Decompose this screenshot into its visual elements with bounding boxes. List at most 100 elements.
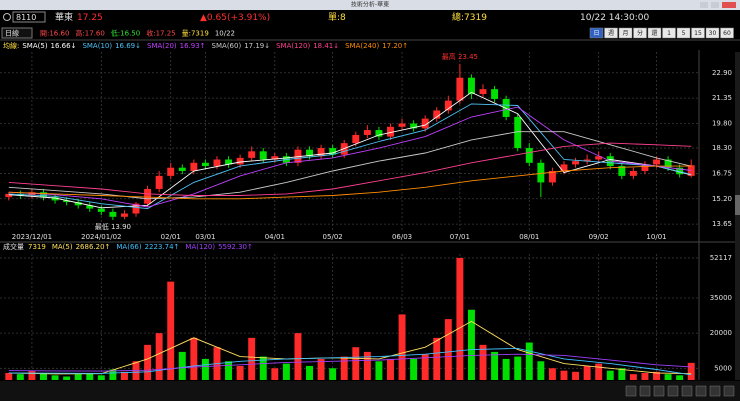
candle-body: [317, 148, 325, 157]
legend-name: SMA(240): [345, 42, 379, 50]
unit-volume: 單:8: [328, 12, 346, 23]
ma-line: [8, 106, 692, 208]
legend-name: SMA(60): [212, 42, 242, 50]
volume-bar: [120, 371, 128, 380]
candle-body: [595, 156, 603, 160]
tool-button[interactable]: [667, 385, 679, 397]
x-tick-label: 06/03: [392, 233, 412, 241]
legend-value: 2686.20↑: [76, 243, 111, 251]
period-button[interactable]: [647, 27, 662, 39]
tool-button[interactable]: [639, 385, 651, 397]
y-tick-label: 5000: [714, 364, 732, 372]
x-tick-label: 09/02: [589, 233, 609, 241]
volume-bar: [294, 333, 302, 380]
minimize-button[interactable]: [700, 2, 708, 8]
tool-button[interactable]: [681, 385, 693, 397]
y-tick-label: 13.65: [712, 220, 732, 228]
volume-bar: [467, 309, 475, 380]
low-annotation: 最低 13.90: [95, 222, 131, 231]
period-button[interactable]: [633, 27, 647, 39]
close-button[interactable]: [722, 2, 736, 8]
volume-bar: [225, 361, 233, 380]
candle-body: [190, 162, 198, 171]
period-select[interactable]: [1, 27, 33, 39]
volume-bar: [167, 281, 175, 380]
bottom-toolbar: [0, 381, 740, 401]
ohlc-info: 低:16.50: [111, 29, 140, 38]
code-input[interactable]: [12, 11, 46, 23]
volume-bar: [444, 319, 452, 380]
candle-body: [248, 151, 256, 158]
candle-body: [306, 149, 313, 157]
tool-button[interactable]: [709, 385, 721, 397]
settings-icon[interactable]: [3, 13, 11, 21]
volume-bar: [144, 344, 152, 380]
candle-body: [109, 211, 117, 217]
volume-bar: [375, 361, 383, 380]
legend-name: MA(120): [185, 243, 215, 251]
candle-body: [560, 164, 568, 171]
x-tick-label: 2023/12/01: [12, 233, 52, 241]
candle-body: [132, 203, 140, 214]
ohlc-info: 開:16.60: [40, 30, 69, 38]
maximize-button[interactable]: [711, 2, 719, 8]
stock-code: 8110: [16, 13, 36, 22]
candle-body: [491, 89, 499, 99]
volume-bar: [548, 368, 556, 380]
volume-bar: [676, 375, 684, 380]
period-button-label: 30: [709, 30, 717, 37]
legend-name: MA(66): [116, 243, 141, 251]
tool-button[interactable]: [695, 385, 707, 397]
volume-value: 7319: [28, 243, 46, 251]
scrollbar[interactable]: [735, 52, 740, 380]
volume-bar: [606, 370, 614, 380]
candle-body: [548, 170, 556, 183]
window-controls[interactable]: [700, 2, 736, 8]
period: 日線: [5, 29, 19, 38]
legend-value: 2223.74↑: [145, 243, 180, 251]
volume-bar: [583, 365, 591, 380]
volume-bar: [259, 356, 267, 380]
period-button-label: 日: [593, 30, 599, 37]
candle-body: [178, 167, 186, 171]
y-tick-label: 22.90: [712, 69, 732, 77]
candle-body: [271, 156, 279, 160]
y-tick-label: 15.20: [712, 195, 732, 203]
volume-bar: [178, 351, 186, 380]
period-button[interactable]: [618, 27, 633, 39]
tool-button[interactable]: [653, 385, 665, 397]
candle-body: [433, 110, 441, 119]
tool-button[interactable]: [723, 385, 735, 397]
candle-body: [387, 126, 394, 137]
ma-line: [8, 142, 692, 196]
volume-bar: [687, 362, 695, 380]
period-button[interactable]: [604, 27, 618, 39]
period-button[interactable]: [589, 27, 604, 39]
volume-bar: [363, 351, 371, 380]
volume-bar: [340, 356, 348, 380]
volume-bar: [51, 375, 59, 380]
candle-body: [144, 188, 152, 204]
candle-body: [352, 134, 360, 144]
scroll-thumb[interactable]: [735, 195, 740, 215]
ohlc-info: 收:17.25: [146, 29, 175, 38]
period-button[interactable]: [676, 27, 691, 39]
ohlc-info: 量:7319: [182, 30, 209, 38]
tool-button[interactable]: [625, 385, 637, 397]
period-button[interactable]: [691, 27, 705, 39]
period-button-label: 1: [667, 30, 671, 37]
legend-name: MA(5): [52, 243, 73, 251]
y-tick-label: 18.30: [712, 144, 732, 152]
volume-bar: [525, 342, 533, 380]
period-button[interactable]: [705, 27, 720, 39]
y-tick-label: 35000: [710, 294, 732, 302]
toolbar-icons[interactable]: [625, 385, 735, 397]
period-button[interactable]: [720, 27, 734, 39]
volume-bar: [329, 368, 337, 380]
period-button[interactable]: [662, 27, 676, 39]
time: 10/22 14:30:00: [580, 13, 649, 23]
candle-body: [653, 159, 660, 165]
period-button-label: 15: [694, 30, 702, 37]
y-tick-label: 20000: [710, 329, 732, 337]
